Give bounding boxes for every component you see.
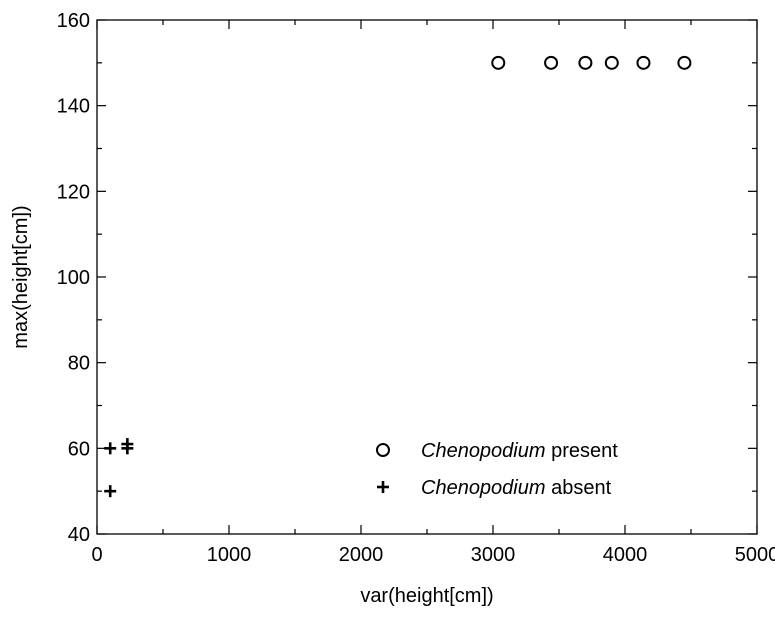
- legend-label-rest: present: [546, 440, 619, 462]
- circle-marker: [677, 55, 692, 70]
- legend-plus-marker: [377, 481, 389, 493]
- y-tick-label: 40: [68, 524, 90, 546]
- legend-label-italic: Chenopodium: [421, 440, 546, 462]
- circle-marker: [491, 55, 506, 70]
- tick-labels: 0 1000 2000 3000 4000 5000 40 60 80 100 120 140 160: [57, 10, 775, 566]
- legend-circle-marker: [376, 443, 390, 457]
- series-present: [491, 55, 692, 70]
- legend-label-italic: Chenopodium: [421, 477, 546, 499]
- axis-ticks: [96, 19, 758, 535]
- legend-label-rest: absent: [546, 477, 612, 499]
- y-tick-label: 80: [68, 353, 90, 375]
- plus-marker: [104, 485, 117, 498]
- data-points: [104, 55, 692, 498]
- x-tick-label: 4000: [603, 544, 648, 566]
- legend-label: Chenopodium absent: [421, 477, 612, 499]
- y-tick-label: 140: [57, 96, 90, 118]
- x-axis-title: var(height[cm]): [360, 585, 493, 607]
- x-tick-label: 2000: [339, 544, 384, 566]
- y-axis-title: max(height[cm]): [10, 205, 32, 348]
- y-tick-label: 60: [68, 438, 90, 460]
- x-tick-label: 5000: [735, 544, 775, 566]
- y-tick-label: 100: [57, 267, 90, 289]
- plus-marker: [104, 442, 117, 455]
- x-tick-label: 1000: [207, 544, 252, 566]
- legend-item-present: Chenopodium present: [376, 440, 618, 462]
- circle-marker: [544, 55, 559, 70]
- y-tick-label: 160: [57, 10, 90, 32]
- y-tick-label: 120: [57, 181, 90, 203]
- legend-label: Chenopodium present: [421, 440, 618, 462]
- x-tick-label: 0: [91, 544, 102, 566]
- circle-marker: [578, 55, 593, 70]
- circle-marker: [636, 55, 651, 70]
- series-absent: [104, 438, 134, 498]
- circle-marker: [604, 55, 619, 70]
- x-tick-label: 3000: [471, 544, 516, 566]
- plus-marker: [121, 438, 134, 451]
- legend-item-absent: Chenopodium absent: [377, 477, 612, 499]
